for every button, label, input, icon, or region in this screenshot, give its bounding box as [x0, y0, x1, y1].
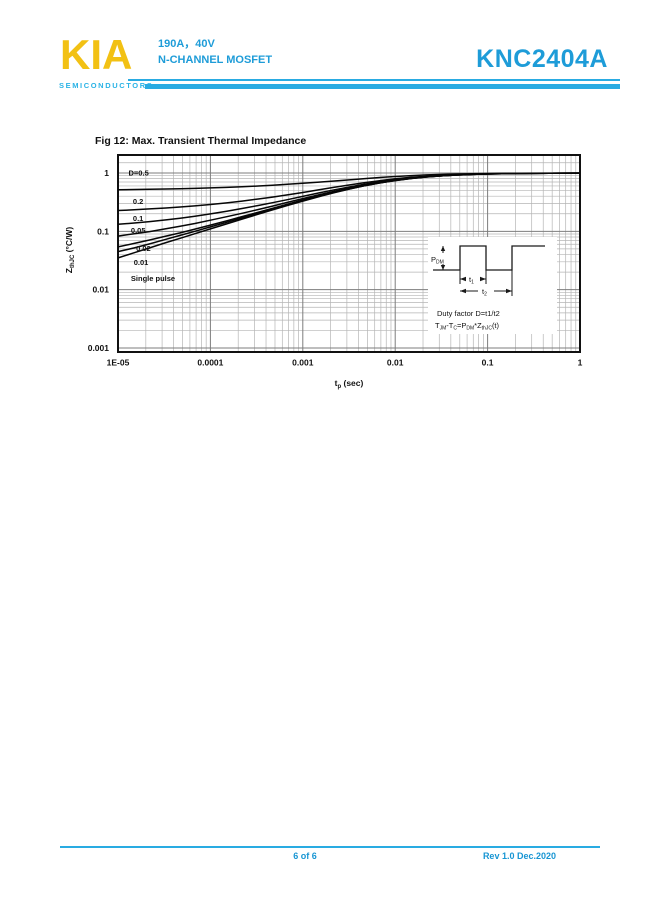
chart-curves — [117, 172, 581, 259]
duty-factor-text: Duty factor D=t1/t2 — [437, 309, 500, 318]
curve-0.1 — [117, 172, 581, 226]
logo-subtitle: SEMICONDUCTORS — [59, 81, 154, 90]
x-tick-label: 0.1 — [482, 358, 494, 368]
y-tick-label: 0.001 — [88, 343, 110, 353]
footer-rule — [60, 846, 600, 848]
pdm-arrowheads — [440, 246, 446, 270]
curve-annotation: D=0.5 — [129, 169, 149, 178]
curve-0.05 — [117, 172, 581, 237]
thermal-impedance-chart: 1E-05 0.0001 0.001 0.01 0.1 1 1 0.1 0.01 0.001 D=0… — [64, 154, 583, 390]
x-tick-label: 0.0001 — [197, 358, 223, 368]
header-rule-thick — [145, 84, 620, 89]
t2-arrowheads — [460, 288, 512, 294]
device-spec-block: 190A，40V N-CHANNEL MOSFET — [158, 37, 272, 69]
chart-axis-labels: 1E-05 0.0001 0.001 0.01 0.1 1 1 0.1 0.01 0.001 D=0… — [88, 168, 583, 368]
curve-annotation: 0.2 — [133, 197, 143, 206]
curve-annotation: 0.01 — [134, 258, 149, 267]
header-rule-thin — [128, 79, 620, 81]
x-tick-label: 0.001 — [292, 358, 314, 368]
y-tick-label: 1 — [104, 168, 109, 178]
figure-title: Fig 12: Max. Transient Thermal Impedance — [95, 135, 307, 147]
spec-device-type: N-CHANNEL MOSFET — [158, 53, 273, 66]
curve-annotation: 0.02 — [136, 244, 151, 253]
power-pulse-waveform — [433, 245, 545, 271]
x-axis-title: tp (sec) — [335, 378, 364, 390]
curve-annotation: 0.1 — [133, 214, 143, 223]
y-axis-title: ZthJC (°C/W) — [64, 227, 76, 274]
plot-border — [117, 154, 581, 353]
curve-annotation: 0.05 — [131, 226, 146, 235]
x-tick-label: 1 — [578, 358, 583, 368]
duty-cycle-inset: PDM t1 t2 Duty factor D=t1/t2 TJM-TC=PDM… — [428, 237, 557, 334]
page-number: 6 of 6 — [293, 851, 317, 861]
chart-area: 1E-05 0.0001 0.001 0.01 0.1 1 1 0.1 0.01 0.001 D=0… — [60, 150, 609, 400]
inset-background — [428, 237, 557, 334]
curve-annotation: Single pulse — [131, 274, 175, 283]
part-number: KNC2404A — [476, 45, 608, 73]
t1-arrowheads — [460, 276, 486, 282]
t1-label: t1 — [469, 275, 474, 286]
x-tick-label: 0.01 — [387, 358, 404, 368]
spec-current-voltage: 190A，40V — [158, 38, 215, 50]
x-tick-label: 1E-05 — [107, 358, 130, 368]
kia-logo: KIA — [60, 31, 133, 78]
curve-single-pulse — [117, 172, 581, 259]
formula-text: TJM-TC=PDM*ZthJC(t) — [435, 321, 500, 331]
t2-label: t2 — [482, 287, 487, 298]
revision-label: Rev 1.0 Dec.2020 — [482, 851, 556, 861]
pdm-label: PDM — [431, 255, 444, 266]
y-tick-label: 0.01 — [92, 285, 109, 295]
y-tick-label: 0.1 — [97, 226, 109, 236]
